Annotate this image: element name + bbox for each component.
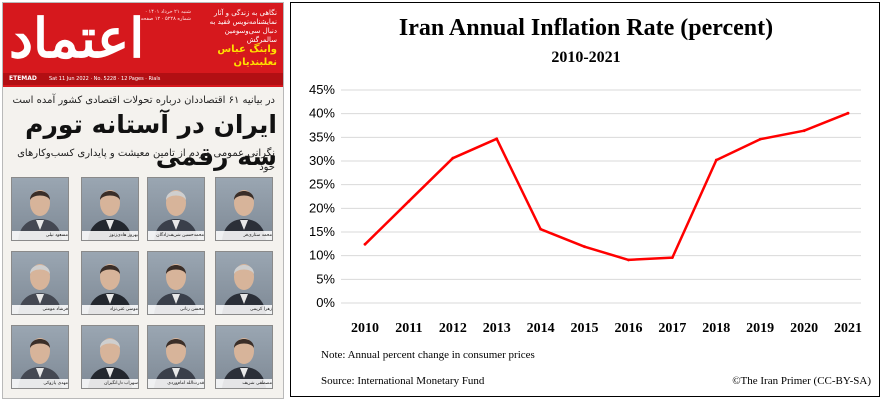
portrait-photo: محمد ستاری‌فر	[215, 177, 273, 241]
y-tick-label: 45%	[309, 82, 335, 97]
article-kicker: در بیانیه ۶۱ اقتصاددان درباره تحولات اقت…	[12, 95, 275, 106]
portrait-photo: بهروز هادی‌زنوز	[81, 177, 139, 241]
portrait-caption: فرشاد مومنی	[12, 305, 68, 314]
y-tick-label: 10%	[309, 248, 335, 263]
y-tick-label: 40%	[309, 106, 335, 121]
data-point	[846, 111, 850, 115]
portrait-caption: مسعود نیلی	[12, 231, 68, 240]
x-tick-label: 2019	[746, 321, 774, 336]
x-tick-label: 2013	[483, 321, 511, 336]
y-tick-label: 35%	[309, 129, 335, 144]
y-tick-label: 25%	[309, 177, 335, 192]
x-tick-label: 2012	[439, 321, 467, 336]
x-tick-label: 2020	[790, 321, 818, 336]
article-subhead: نگرانی عمومی مردم از تامین معیشت و پایدا…	[17, 148, 275, 173]
data-point	[451, 156, 455, 160]
data-point	[363, 242, 367, 246]
inflation-chart-panel: Iran Annual Inflation Rate (percent) 201…	[290, 2, 880, 397]
portrait-caption: موسی غنی‌نژاد	[82, 305, 138, 314]
x-tick-label: 2010	[351, 321, 379, 336]
portrait-caption: مهدی پازوکی	[12, 379, 68, 388]
portrait-caption: محمد ستاری‌فر	[216, 231, 272, 240]
chart-subtitle: 2010-2021	[551, 49, 621, 66]
data-point	[495, 137, 499, 141]
masthead-teaser: نگاهی به زندگی و آثار نمایشنامه‌نویس فقی…	[209, 9, 277, 44]
data-point	[583, 245, 586, 249]
portrait-photo: سهراب دل‌انگیزان	[81, 325, 139, 389]
chart-source: Source: International Monetary Fund	[321, 375, 485, 387]
logo-latin: ETEMAD	[9, 75, 37, 82]
portrait-photo: محمدحسین شریف‌زادگان	[147, 177, 205, 241]
masthead-date-info: شنبه ۲۱ خرداد ۱۴۰۱ · شماره ۵۲۲۸ · ۱۲ صفح…	[140, 9, 191, 22]
y-tick-label: 30%	[309, 153, 335, 168]
portrait-photo: فرشاد مومنی	[11, 251, 69, 315]
portrait-photo: موسی غنی‌نژاد	[81, 251, 139, 315]
y-tick-label: 15%	[309, 224, 335, 239]
data-point	[714, 158, 718, 162]
portrait-caption: سهراب دل‌انگیزان	[82, 379, 138, 388]
data-point	[758, 137, 762, 141]
issue-line: Sat 11 Jun 2022 · No. 5228 · 12 Pages · …	[49, 76, 161, 82]
data-point	[670, 256, 674, 259]
x-tick-label: 2017	[658, 321, 686, 336]
x-tick-label: 2021	[834, 321, 862, 336]
chart-title: Iran Annual Inflation Rate (percent)	[398, 15, 774, 41]
portrait-caption: قدرت‌الله امام‌وردی	[148, 379, 204, 388]
x-tick-label: 2014	[527, 321, 555, 336]
data-point	[539, 227, 543, 231]
masthead-teaser-name: وابنگ عباس نعلبندیان	[217, 44, 277, 68]
article-headline: ایران در آستانه تورم سه رقمی	[25, 110, 277, 171]
y-tick-label: 20%	[309, 200, 335, 215]
masthead-issue-strip: ETEMAD Sat 11 Jun 2022 · No. 5228 · 12 P…	[3, 73, 283, 85]
x-tick-label: 2015	[571, 321, 599, 336]
portrait-caption: مصطفی شریف	[216, 379, 272, 388]
portrait-caption: محمدحسین شریف‌زادگان	[148, 231, 204, 240]
x-tick-label: 2016	[614, 321, 642, 336]
portrait-photo: زهرا کریمی	[215, 251, 273, 315]
portrait-photo: محسن رنانی	[147, 251, 205, 315]
y-tick-label: 5%	[316, 271, 335, 286]
x-tick-label: 2018	[702, 321, 730, 336]
portrait-caption: محسن رنانی	[148, 305, 204, 314]
data-point	[407, 199, 411, 203]
chart-note: Note: Annual percent change in consumer …	[321, 349, 535, 361]
data-point	[627, 258, 630, 262]
portrait-photo: مسعود نیلی	[11, 177, 69, 241]
x-tick-label: 2011	[395, 321, 422, 336]
newspaper-front-page: اعتماد شنبه ۲۱ خرداد ۱۴۰۱ · شماره ۵۲۲۸ ·…	[2, 2, 284, 399]
masthead: اعتماد شنبه ۲۱ خرداد ۱۴۰۱ · شماره ۵۲۲۸ ·…	[3, 3, 283, 87]
series-line	[363, 111, 850, 262]
portrait-caption: زهرا کریمی	[216, 305, 272, 314]
portrait-photo: مصطفی شریف	[215, 325, 273, 389]
chart-credit: ©The Iran Primer (CC-BY-SA)	[732, 375, 871, 387]
y-tick-label: 0%	[316, 295, 335, 310]
inflation-line-chart: 0% 5% 10% 15% 20% 25% 30% 35% 40% 45% 2010 2011 2012…	[309, 82, 862, 336]
portrait-photo: قدرت‌الله امام‌وردی	[147, 325, 205, 389]
newspaper-logo: اعتماد	[9, 6, 146, 70]
portrait-caption: بهروز هادی‌زنوز	[82, 231, 138, 240]
portrait-photo: مهدی پازوکی	[11, 325, 69, 389]
data-point	[802, 129, 806, 133]
